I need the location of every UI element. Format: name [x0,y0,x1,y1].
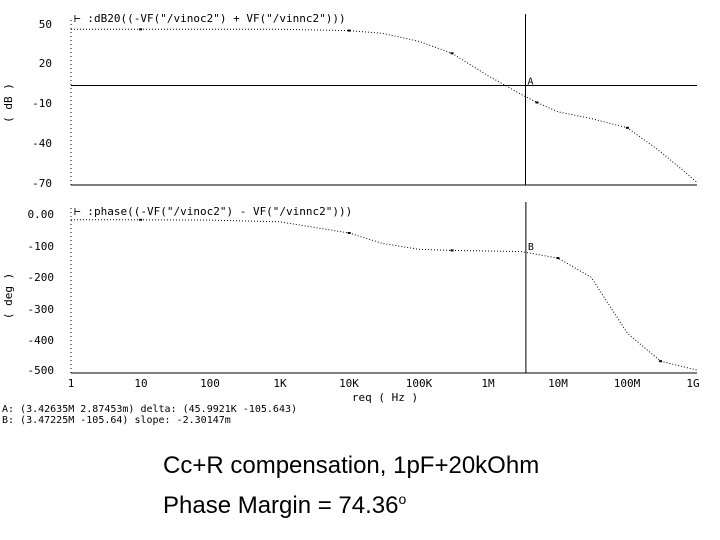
phase-ytick-minus500: -500 [28,364,55,377]
mag-ytick-50: 50 [39,18,52,31]
magnitude-title: dB20((-VF("/vinoc2") + VF("/vinnc2"))) [94,12,346,25]
xtick-1m: 1M [481,377,495,390]
ac-analysis-plot: 50 20 -10 -40 -70 0.00 -100 -200 -300 -4… [2,12,700,404]
xtick-100k: 100K [406,377,433,390]
magnitude-data-point [625,126,629,129]
magnitude-ylabel: ( dB ) [2,83,15,123]
xtick-100m: 100M [614,377,641,390]
phase-title: phase((-VF("/vinoc2") - VF("/vinnc2"))) [94,205,352,218]
xtick-100: 100 [200,377,220,390]
x-tick-labels: 1 10 100 1K 10K 100K 1M 10M 100M 1G [68,377,700,390]
phase-axes [70,208,697,374]
phase-data-point [347,232,351,234]
phase-data-point [139,218,143,221]
marker-readout-line-1: A: (3.42635M 2.87453m) delta: (45.9921K … [2,404,298,415]
phase-data-point [659,360,663,363]
caption-phase-margin: Phase Margin = 74.36 [163,492,399,519]
mag-ytick-20: 20 [39,57,52,70]
magnitude-series-line [71,28,698,183]
x-axis-label: req ( Hz ) [352,391,418,404]
xtick-10: 10 [134,377,147,390]
marker-readout-line-2: B: (3.47225M -105.64) slope: -2.30147m [2,415,231,426]
xtick-1g: 1G [686,377,699,390]
magnitude-data-point [450,52,454,55]
mag-ytick-minus40: -40 [32,137,52,150]
phase-data-point [556,257,560,260]
mag-ytick-minus10: -10 [32,97,52,110]
series-layer: AB [71,14,698,373]
caption-line-2: Phase Margin = 74.36o [163,484,406,521]
phase-title-prefix: ⊢ : [74,205,94,218]
xtick-1k: 1K [273,377,287,390]
caption-line-1: Cc+R compensation, 1pF+20kOhm [163,452,540,479]
magnitude-title-prefix: ⊢ : [74,12,94,25]
magnitude-data-point [347,29,351,32]
phase-ylabel: ( deg ) [2,273,15,319]
phase-ytick-0: 0.00 [28,208,55,221]
phase-marker-label: B [528,242,534,253]
xtick-10k: 10K [339,377,359,390]
phase-ytick-minus200: -200 [28,271,55,284]
degree-superscript: o [398,491,407,507]
phase-ytick-minus300: -300 [28,303,55,316]
magnitude-marker-label: A [528,77,534,88]
phase-data-point [450,249,454,252]
xtick-10m: 10M [548,377,568,390]
phase-series-line [71,219,698,371]
mag-ytick-minus70: -70 [32,177,52,190]
magnitude-axes [70,20,697,186]
phase-ytick-minus100: -100 [28,240,55,253]
phase-ytick-minus400: -400 [28,334,55,347]
xtick-1: 1 [68,377,75,390]
magnitude-data-point [139,28,143,31]
magnitude-data-point [535,101,539,104]
